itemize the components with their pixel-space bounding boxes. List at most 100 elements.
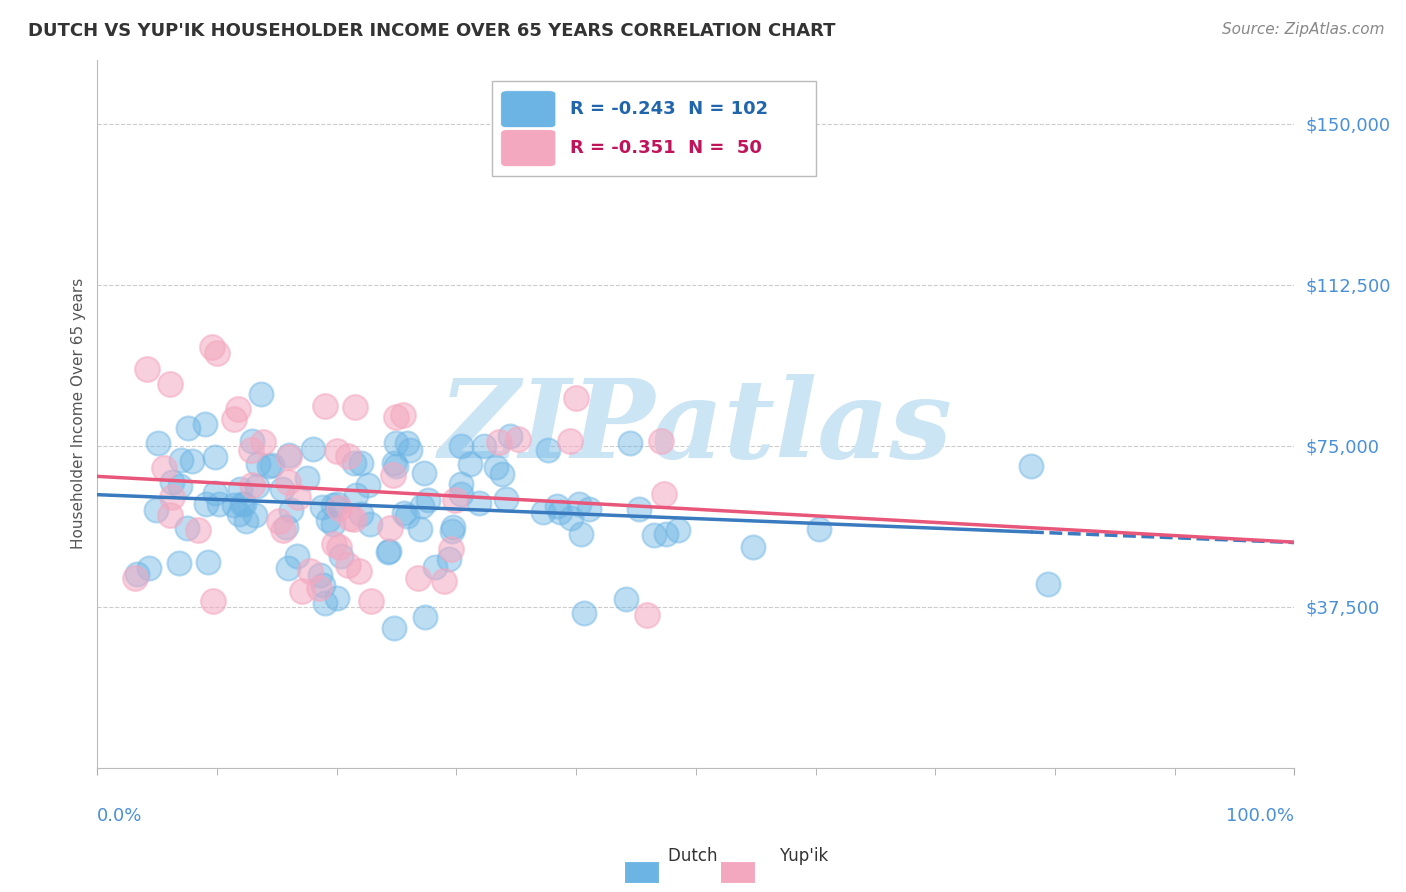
Point bbox=[271, 523, 294, 537]
Point bbox=[807, 522, 830, 536]
Point bbox=[643, 528, 665, 542]
Point bbox=[291, 584, 314, 599]
Point bbox=[167, 556, 190, 570]
Point bbox=[409, 522, 432, 536]
Point bbox=[276, 519, 298, 533]
Point bbox=[343, 400, 366, 414]
Point bbox=[628, 502, 651, 516]
Point bbox=[344, 488, 367, 502]
Point bbox=[450, 477, 472, 491]
Point bbox=[382, 621, 405, 635]
Point bbox=[326, 497, 349, 511]
Point bbox=[491, 467, 513, 482]
Point bbox=[330, 549, 353, 564]
Point bbox=[488, 434, 510, 449]
Point bbox=[232, 497, 254, 511]
Point bbox=[416, 493, 439, 508]
FancyBboxPatch shape bbox=[501, 91, 555, 128]
Point bbox=[412, 466, 434, 480]
Point bbox=[336, 558, 359, 572]
Point bbox=[205, 346, 228, 360]
Point bbox=[252, 435, 274, 450]
Point bbox=[569, 527, 592, 541]
Point bbox=[224, 412, 246, 426]
Point bbox=[395, 436, 418, 450]
Point bbox=[337, 450, 360, 464]
Text: 0.0%: 0.0% bbox=[97, 806, 143, 824]
Point bbox=[378, 520, 401, 534]
Point bbox=[231, 497, 253, 511]
Text: R = -0.351  N =  50: R = -0.351 N = 50 bbox=[571, 139, 762, 157]
Point bbox=[260, 458, 283, 473]
Point bbox=[423, 560, 446, 574]
Point bbox=[322, 498, 344, 512]
Point bbox=[323, 537, 346, 551]
Point bbox=[439, 552, 461, 566]
Point bbox=[440, 541, 463, 556]
Point bbox=[558, 434, 581, 448]
Point bbox=[176, 420, 198, 434]
Point bbox=[392, 408, 415, 422]
Point bbox=[350, 456, 373, 470]
Point bbox=[458, 457, 481, 471]
Point bbox=[246, 479, 269, 493]
Point bbox=[326, 444, 349, 458]
Point bbox=[187, 523, 209, 537]
Point bbox=[441, 520, 464, 534]
Point bbox=[564, 391, 586, 405]
Point bbox=[169, 479, 191, 493]
Point bbox=[433, 574, 456, 589]
Point bbox=[328, 500, 350, 515]
Point bbox=[396, 508, 419, 523]
Point bbox=[285, 549, 308, 564]
Point bbox=[302, 442, 325, 456]
Point bbox=[204, 485, 226, 500]
Point bbox=[560, 511, 582, 525]
Point bbox=[328, 540, 350, 554]
Point bbox=[312, 578, 335, 592]
Point bbox=[408, 571, 430, 585]
Point bbox=[1036, 577, 1059, 591]
Point bbox=[235, 514, 257, 528]
Point bbox=[619, 436, 641, 450]
Point bbox=[308, 567, 330, 582]
Point bbox=[124, 571, 146, 585]
Point bbox=[153, 461, 176, 475]
Point bbox=[382, 468, 405, 483]
Point bbox=[308, 581, 330, 595]
Point bbox=[159, 377, 181, 392]
Point bbox=[385, 459, 408, 474]
Point bbox=[202, 594, 225, 608]
Point bbox=[162, 490, 184, 504]
Point bbox=[655, 526, 678, 541]
Point bbox=[1019, 458, 1042, 473]
Point bbox=[537, 443, 560, 458]
Point bbox=[204, 450, 226, 464]
Point bbox=[377, 544, 399, 558]
Point bbox=[468, 496, 491, 510]
FancyBboxPatch shape bbox=[492, 81, 815, 177]
Point bbox=[485, 460, 508, 475]
Point bbox=[242, 477, 264, 491]
Point bbox=[652, 487, 675, 501]
Point bbox=[472, 440, 495, 454]
Text: ZIPatlas: ZIPatlas bbox=[439, 374, 953, 482]
Text: Source: ZipAtlas.com: Source: ZipAtlas.com bbox=[1222, 22, 1385, 37]
Point bbox=[385, 410, 408, 425]
Text: R = -0.243  N = 102: R = -0.243 N = 102 bbox=[571, 100, 768, 118]
Point bbox=[450, 487, 472, 501]
Point bbox=[350, 507, 373, 521]
Text: Dutch: Dutch bbox=[647, 847, 717, 865]
Point bbox=[125, 566, 148, 581]
Point bbox=[240, 442, 263, 457]
Point bbox=[170, 453, 193, 467]
Point bbox=[316, 513, 339, 527]
Point bbox=[228, 507, 250, 521]
Text: DUTCH VS YUP'IK HOUSEHOLDER INCOME OVER 65 YEARS CORRELATION CHART: DUTCH VS YUP'IK HOUSEHOLDER INCOME OVER … bbox=[28, 22, 835, 40]
Point bbox=[411, 500, 433, 514]
Point bbox=[240, 434, 263, 448]
Point bbox=[440, 524, 463, 538]
Point bbox=[343, 456, 366, 470]
Point bbox=[322, 516, 344, 531]
Point bbox=[394, 506, 416, 520]
